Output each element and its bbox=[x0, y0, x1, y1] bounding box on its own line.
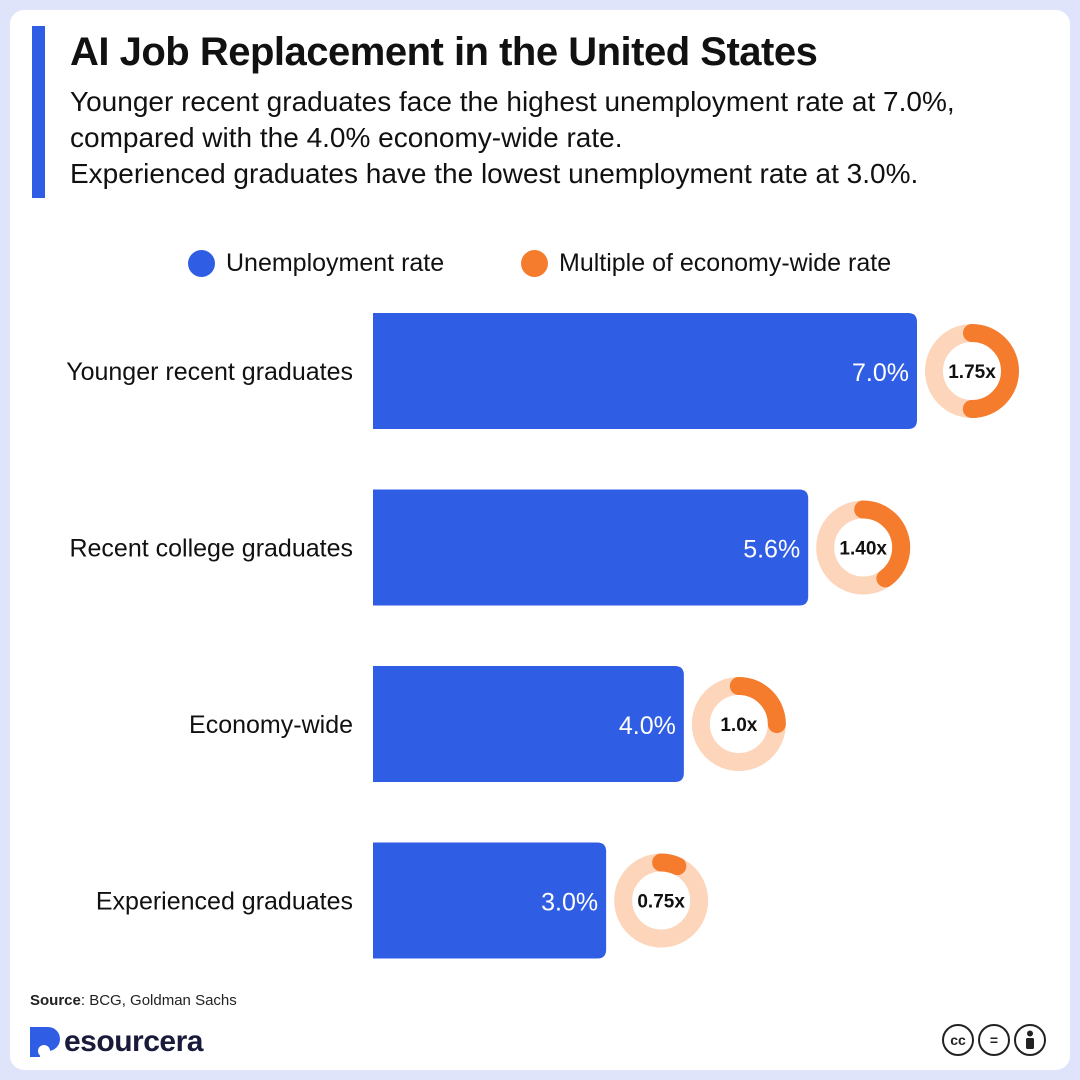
category-label: Recent college graduates bbox=[69, 535, 353, 563]
resourcera-logo-icon bbox=[30, 1027, 60, 1057]
legend-unemployment: Unemployment rate bbox=[188, 246, 444, 280]
no-derivatives-icon: = bbox=[978, 1024, 1010, 1056]
legend-swatch-unemployment bbox=[188, 249, 215, 277]
subtitle-line-1: Younger recent graduates face the highes… bbox=[70, 86, 955, 117]
category-label: Economy-wide bbox=[189, 711, 353, 739]
license-icons: cc = bbox=[942, 1024, 1046, 1056]
bar-value-label: 4.0% bbox=[619, 712, 676, 740]
bar-value-label: 7.0% bbox=[852, 359, 909, 387]
ring-value-label: 1.75x bbox=[948, 362, 996, 383]
bar bbox=[373, 313, 917, 429]
ring-value-label: 1.40x bbox=[839, 539, 887, 560]
ring-arc bbox=[816, 500, 911, 595]
bar-value-label: 3.0% bbox=[541, 889, 598, 917]
ring-arc bbox=[691, 677, 786, 771]
subtitle-line-2: compared with the 4.0% economy-wide rate… bbox=[70, 122, 623, 153]
subtitle: Younger recent graduates face the highes… bbox=[70, 84, 1060, 192]
legend-swatch-multiple bbox=[521, 249, 548, 277]
ring-value-label: 0.75x bbox=[637, 892, 685, 913]
brand-logo: esourcera bbox=[30, 1024, 203, 1060]
creative-commons-icon: cc bbox=[942, 1024, 974, 1056]
attribution-person-icon bbox=[1014, 1024, 1046, 1056]
category-label: Experienced graduates bbox=[96, 888, 353, 916]
source-note: Source: BCG, Goldman Sachs bbox=[30, 992, 237, 1009]
bar-value-label: 5.6% bbox=[743, 536, 800, 564]
source-text: : BCG, Goldman Sachs bbox=[80, 992, 237, 1009]
ring-arc bbox=[925, 324, 1019, 418]
bar bbox=[373, 666, 684, 782]
bar bbox=[373, 842, 607, 959]
bar-chart: Younger recent graduates 7.0% 1.75x Recent … bbox=[66, 313, 1019, 959]
source-label: Source bbox=[30, 992, 81, 1009]
ring-arc bbox=[614, 853, 709, 948]
legend-label-multiple: Multiple of economy-wide rate bbox=[559, 248, 892, 277]
accent-bar bbox=[32, 26, 45, 198]
chart-legend: Unemployment rate Multiple of economy-wi… bbox=[10, 246, 1070, 280]
bar bbox=[373, 489, 809, 606]
subtitle-line-3: Experienced graduates have the lowest un… bbox=[70, 158, 919, 189]
ring-value-label: 1.0x bbox=[720, 715, 757, 736]
legend-label-unemployment: Unemployment rate bbox=[226, 248, 445, 277]
legend-multiple: Multiple of economy-wide rate bbox=[521, 246, 891, 280]
page-title: AI Job Replacement in the United States bbox=[70, 30, 818, 74]
infographic-card: AI Job Replacement in the United States … bbox=[10, 10, 1070, 1070]
brand-name: esourcera bbox=[64, 1025, 203, 1058]
category-label: Younger recent graduates bbox=[66, 358, 353, 386]
